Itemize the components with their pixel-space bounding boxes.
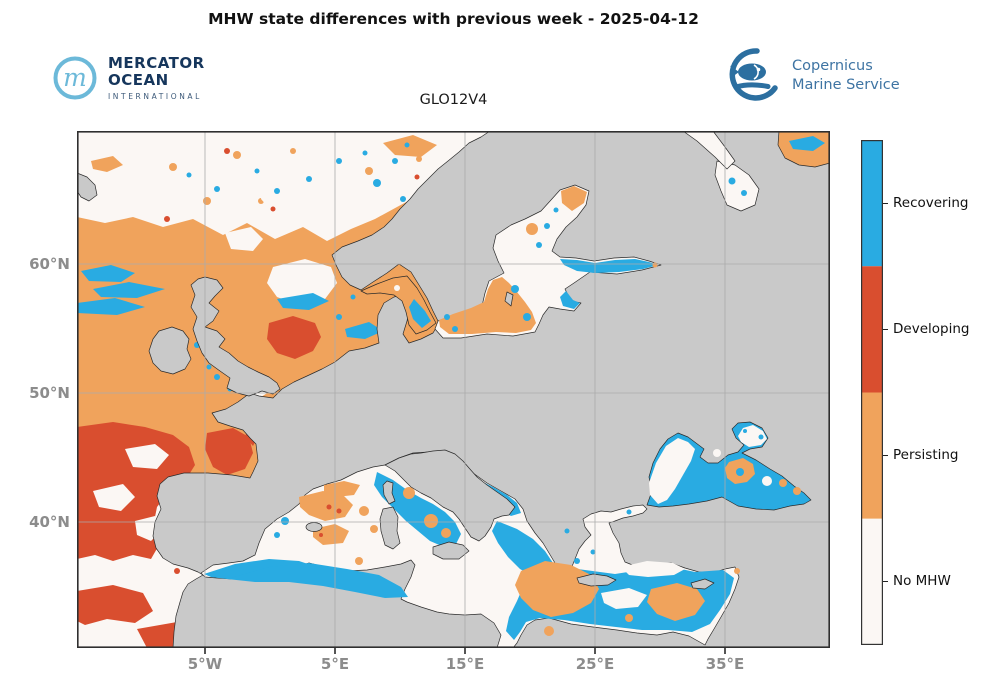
copernicus-logo: Copernicus Marine Service — [724, 48, 900, 104]
colorbar-no-mhw — [861, 518, 883, 645]
baltic-sea — [434, 184, 662, 339]
mediterranean-sea — [200, 449, 740, 648]
legend-label-persisting: Persisting — [893, 447, 959, 463]
white-sea — [682, 131, 760, 212]
lon-label-35e: 35°E — [705, 655, 745, 673]
cyprus — [690, 578, 715, 590]
mhw-map — [77, 131, 830, 648]
lon-label-15e: 15°E — [445, 655, 485, 673]
ireland — [148, 326, 192, 375]
lon-tick — [594, 648, 596, 654]
mercator-line3: INTERNATIONAL — [108, 92, 202, 101]
no-mhw-patches-atlantic — [224, 175, 337, 465]
lon-tick — [334, 648, 336, 654]
mercator-monogram-icon: m — [53, 56, 97, 100]
barents-corner — [777, 131, 830, 168]
colorbar-tick — [883, 328, 888, 330]
legend-label-developing: Developing — [893, 321, 970, 337]
copernicus-line1: Copernicus — [792, 58, 873, 74]
lon-label-5e: 5°E — [320, 655, 350, 673]
copernicus-fish-icon — [729, 48, 778, 101]
colorbar-recovering — [861, 140, 883, 267]
skagerrak-kattegat — [360, 275, 437, 335]
copernicus-wordmark: Copernicus Marine Service — [792, 57, 900, 95]
legend-colorbar — [861, 140, 883, 645]
lat-label-60n: 60°N — [29, 255, 70, 273]
mercator-wordmark: MERCATOR OCEAN INTERNATIONAL — [108, 54, 205, 102]
model-subtitle: GLO12V4 — [419, 92, 488, 108]
corsica — [382, 480, 396, 505]
italy — [384, 449, 516, 542]
mallorca — [305, 522, 323, 532]
colorbar-developing — [861, 266, 883, 393]
lat-label-50n: 50°N — [29, 384, 70, 402]
legend-label-recovering: Recovering — [893, 195, 969, 211]
page-title: MHW state differences with previous week… — [208, 10, 699, 28]
svg-text:m: m — [63, 63, 87, 92]
mercator-ocean-logo: m MERCATOR OCEAN INTERNATIONAL — [50, 52, 205, 104]
lon-label-25e: 25°E — [575, 655, 615, 673]
graticule — [77, 131, 830, 648]
great-britain — [190, 276, 281, 397]
lon-tick — [724, 648, 726, 654]
lon-label-5w: 5°W — [187, 655, 223, 673]
colorbar-persisting — [861, 392, 883, 519]
gotland — [504, 291, 514, 307]
lat-label-40n: 40°N — [29, 513, 70, 531]
mercator-line2: OCEAN — [108, 71, 169, 89]
mercator-line1: MERCATOR — [108, 54, 205, 72]
legend-label-no-mhw: No MHW — [893, 573, 951, 589]
copernicus-line2: Marine Service — [792, 77, 900, 93]
black-sea — [646, 421, 812, 511]
lon-tick — [204, 648, 206, 654]
colorbar-tick — [883, 581, 888, 583]
colorbar-frame — [861, 140, 883, 645]
map-frame — [77, 131, 830, 648]
sardinia — [379, 506, 401, 550]
lon-tick — [464, 648, 466, 654]
sicily — [432, 541, 470, 560]
colorbar-tick — [883, 202, 888, 204]
colorbar-tick — [883, 455, 888, 457]
